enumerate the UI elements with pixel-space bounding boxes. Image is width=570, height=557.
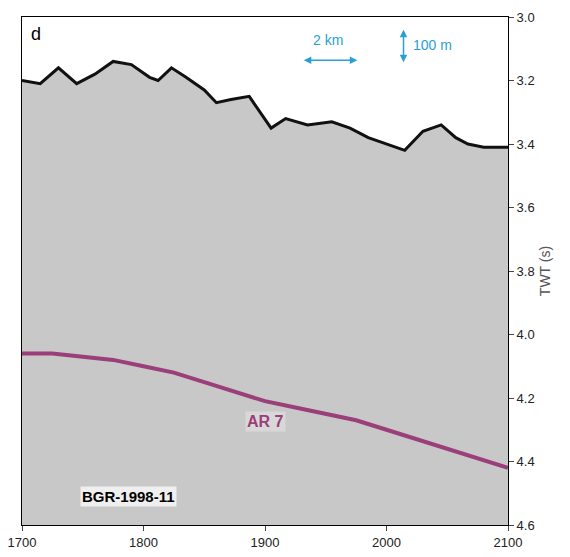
svg-text:4.4: 4.4	[517, 454, 535, 469]
svg-text:2100: 2100	[494, 535, 523, 550]
svg-text:1800: 1800	[129, 535, 158, 550]
svg-text:3.0: 3.0	[517, 10, 535, 25]
svg-text:3.4: 3.4	[517, 137, 535, 152]
svg-text:100 m: 100 m	[413, 37, 452, 53]
svg-text:d: d	[31, 24, 41, 44]
svg-text:2 km: 2 km	[313, 32, 343, 48]
svg-text:4.0: 4.0	[517, 327, 535, 342]
svg-text:4.6: 4.6	[517, 518, 535, 533]
svg-text:4.2: 4.2	[517, 391, 535, 406]
svg-text:3.2: 3.2	[517, 73, 535, 88]
svg-text:1700: 1700	[8, 535, 37, 550]
svg-text:2000: 2000	[372, 535, 401, 550]
svg-text:BGR-1998-11: BGR-1998-11	[82, 488, 175, 505]
svg-text:3.8: 3.8	[517, 264, 535, 279]
svg-text:1900: 1900	[251, 535, 280, 550]
svg-text:AR 7: AR 7	[247, 413, 284, 430]
svg-text:3.6: 3.6	[517, 200, 535, 215]
svg-text:TWT (s): TWT (s)	[537, 246, 553, 296]
